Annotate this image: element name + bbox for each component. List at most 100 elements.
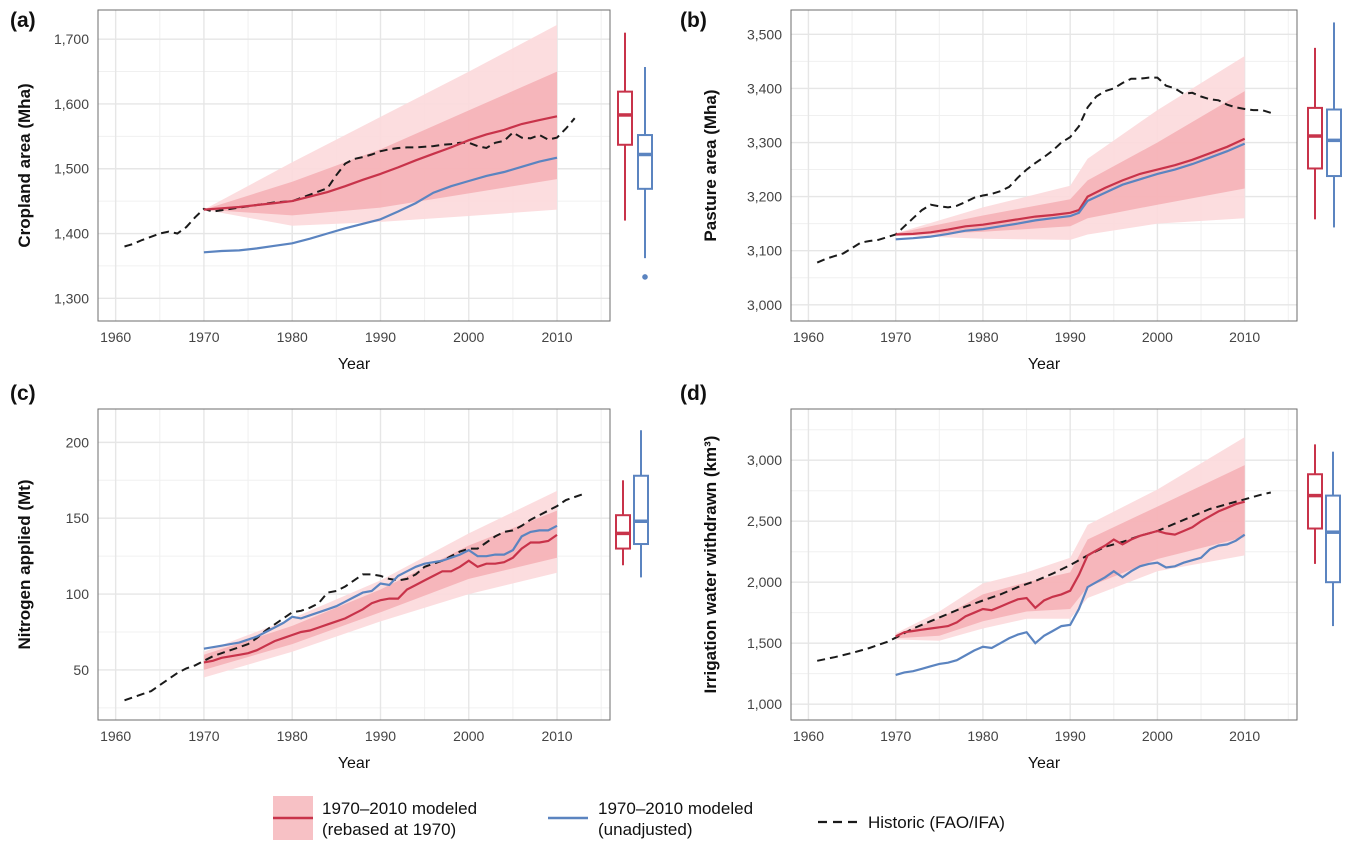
rebased-boxplot	[1307, 444, 1323, 564]
x-tick-label: 1970	[188, 728, 219, 744]
boxplot-box	[1325, 494, 1341, 584]
y-tick-label: 1,400	[54, 226, 89, 242]
y-tick-label: 1,600	[54, 96, 89, 112]
y-axis-title: Pasture area (Mha)	[701, 89, 720, 241]
y-tick-label: 1,300	[54, 290, 89, 306]
y-tick-label: 3,400	[747, 80, 782, 96]
x-axis-title: Year	[1028, 356, 1061, 373]
x-tick-label: 1990	[1055, 728, 1086, 744]
unadjusted-boxplot	[1326, 22, 1342, 228]
y-tick-label: 1,000	[747, 696, 782, 712]
y-axis-title: Cropland area (Mha)	[15, 83, 34, 247]
x-tick-label: 2010	[1229, 329, 1260, 345]
x-tick-label: 1980	[967, 728, 998, 744]
y-axis-title: Nitrogen applied (Mt)	[15, 480, 34, 650]
uncertainty-band-inner	[895, 91, 1245, 236]
y-tick-label: 2,000	[747, 574, 782, 590]
unadjusted-line	[895, 533, 1246, 676]
x-tick-label: 2000	[453, 728, 484, 744]
rebased-line	[203, 533, 558, 664]
x-tick-label: 1990	[365, 728, 396, 744]
x-tick-label: 2000	[1142, 728, 1173, 744]
x-axis-title: Year	[338, 755, 371, 772]
panel-1: 1960 1970 1980 1990 2000 2010 1,300 1,400 1,500 1…	[10, 9, 653, 373]
unadjusted-boxplot	[637, 67, 653, 280]
y-tick-label: 50	[73, 662, 89, 678]
x-tick-label: 2010	[541, 329, 572, 345]
y-tick-label: 2,500	[747, 513, 782, 529]
x-tick-label: 2010	[1229, 728, 1260, 744]
uncertainty-band-outer	[895, 437, 1245, 641]
rebased-line	[895, 137, 1246, 236]
legend: 1970–2010 modeled (rebased at 1970) 1970…	[273, 796, 1005, 840]
historic-line	[124, 117, 576, 248]
x-tick-label: 1990	[365, 329, 396, 345]
x-tick-label: 2010	[541, 728, 572, 744]
boxplot-outlier	[642, 274, 648, 280]
unadjusted-line	[203, 524, 558, 650]
y-tick-label: 3,000	[747, 452, 782, 468]
panel-label: (d)	[680, 382, 707, 405]
panel-label: (a)	[10, 9, 36, 32]
boxplot-box	[1307, 106, 1323, 170]
panel-label: (b)	[680, 9, 707, 32]
x-tick-label: 1980	[277, 329, 308, 345]
unadjusted-boxplot	[1325, 451, 1341, 627]
panel-3: 1960 1970 1980 1990 2000 2010 50 100 150 200 Year N…	[10, 382, 649, 772]
x-tick-label: 1960	[793, 329, 824, 345]
x-axis-title: Year	[1028, 755, 1061, 772]
boxplot-box	[617, 90, 633, 146]
x-tick-label: 2000	[453, 329, 484, 345]
y-tick-label: 3,200	[747, 189, 782, 205]
x-tick-label: 1970	[880, 329, 911, 345]
plot-frame	[790, 9, 1298, 322]
x-tick-label: 1980	[967, 329, 998, 345]
boxplot-box	[1307, 473, 1323, 530]
x-tick-label: 1970	[880, 728, 911, 744]
y-tick-label: 3,500	[747, 26, 782, 42]
plot-frame	[790, 408, 1298, 721]
y-tick-label: 150	[66, 510, 90, 526]
x-tick-label: 1960	[100, 329, 131, 345]
plot-frame	[97, 408, 611, 721]
boxplot-box	[1326, 108, 1342, 178]
uncertainty-band-inner	[203, 71, 557, 216]
legend-historic-label: Historic (FAO/IFA)	[868, 813, 1005, 832]
y-tick-label: 3,100	[747, 243, 782, 259]
unadjusted-line	[895, 142, 1246, 241]
y-tick-label: 100	[66, 586, 90, 602]
rebased-line	[203, 115, 558, 211]
y-tick-label: 3,300	[747, 135, 782, 151]
y-tick-label: 1,500	[54, 161, 89, 177]
x-tick-label: 1960	[793, 728, 824, 744]
y-tick-label: 1,700	[54, 31, 89, 47]
rebased-line	[895, 500, 1245, 638]
historic-line	[124, 493, 584, 702]
x-tick-label: 2000	[1142, 329, 1173, 345]
boxplot-box	[637, 134, 653, 190]
x-tick-label: 1970	[188, 329, 219, 345]
x-tick-label: 1980	[277, 728, 308, 744]
unadjusted-boxplot	[633, 430, 649, 578]
y-tick-label: 3,000	[747, 297, 782, 313]
panel-2: 1960 1970 1980 1990 2000 2010 3,000 3,100 3,200 3…	[680, 9, 1342, 373]
x-axis-title: Year	[338, 356, 371, 373]
uncertainty-band-inner	[895, 465, 1245, 639]
legend-unadjusted-label-line1: 1970–2010 modeled	[598, 799, 753, 818]
x-tick-label: 1960	[100, 728, 131, 744]
panel-4: 1960 1970 1980 1990 2000 2010 1,000 1,500 2,000 2…	[680, 382, 1341, 772]
plot-frame	[97, 9, 611, 322]
rebased-boxplot	[1307, 47, 1323, 220]
rebased-boxplot	[615, 480, 631, 566]
legend-unadjusted-label-line2: (unadjusted)	[598, 820, 693, 839]
panel-label: (c)	[10, 382, 36, 405]
y-axis-title: Irrigation water withdrawn (km³)	[701, 436, 720, 694]
legend-rebased-label-line2: (rebased at 1970)	[322, 820, 456, 839]
panels: 1960 1970 1980 1990 2000 2010 1,300 1,400 1,500 1…	[10, 9, 1342, 772]
historic-line	[816, 76, 1272, 264]
y-tick-label: 200	[66, 434, 90, 450]
unadjusted-line	[203, 156, 558, 254]
rebased-boxplot	[617, 32, 633, 221]
legend-rebased-label-line1: 1970–2010 modeled	[322, 799, 477, 818]
